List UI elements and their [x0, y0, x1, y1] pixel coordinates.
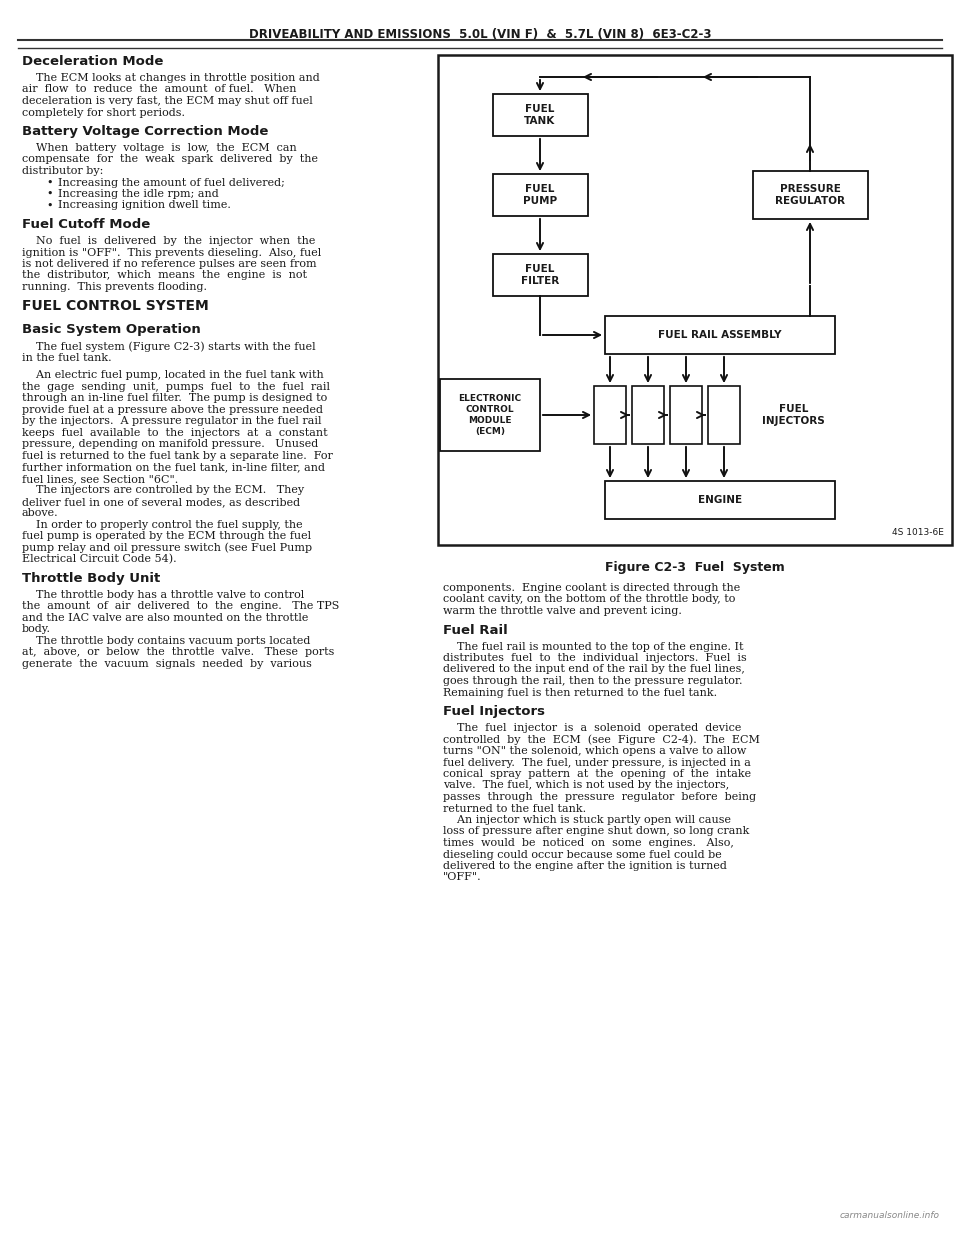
Text: delivered to the input end of the rail by the fuel lines,: delivered to the input end of the rail b…: [443, 665, 745, 675]
Text: Electrical Circuit Code 54).: Electrical Circuit Code 54).: [22, 554, 177, 565]
Text: FUEL
INJECTORS: FUEL INJECTORS: [762, 404, 825, 426]
Text: •: •: [47, 200, 53, 210]
Text: through an in-line fuel filter.  The pump is designed to: through an in-line fuel filter. The pump…: [22, 393, 327, 403]
Text: compensate  for  the  weak  spark  delivered  by  the: compensate for the weak spark delivered …: [22, 154, 318, 164]
FancyBboxPatch shape: [492, 255, 588, 295]
Text: by the injectors.  A pressure regulator in the fuel rail: by the injectors. A pressure regulator i…: [22, 417, 322, 426]
Text: warm the throttle valve and prevent icing.: warm the throttle valve and prevent icin…: [443, 606, 682, 616]
Text: carmanualsonline.info: carmanualsonline.info: [840, 1211, 940, 1220]
Text: fuel lines, see Section "6C".: fuel lines, see Section "6C".: [22, 473, 179, 483]
Text: distributor by:: distributor by:: [22, 166, 104, 176]
Text: loss of pressure after engine shut down, so long crank: loss of pressure after engine shut down,…: [443, 827, 750, 837]
Text: dieseling could occur because some fuel could be: dieseling could occur because some fuel …: [443, 849, 722, 859]
Text: Deceleration Mode: Deceleration Mode: [22, 54, 163, 68]
Text: Throttle Body Unit: Throttle Body Unit: [22, 572, 160, 585]
Text: Fuel Cutoff Mode: Fuel Cutoff Mode: [22, 218, 151, 231]
Text: completely for short periods.: completely for short periods.: [22, 108, 185, 117]
Text: FUEL
TANK: FUEL TANK: [524, 104, 556, 126]
Text: in the fuel tank.: in the fuel tank.: [22, 353, 111, 363]
FancyBboxPatch shape: [438, 54, 952, 545]
FancyBboxPatch shape: [492, 94, 588, 136]
FancyBboxPatch shape: [605, 481, 835, 519]
Text: body.: body.: [22, 624, 51, 634]
Text: When  battery  voltage  is  low,  the  ECM  can: When battery voltage is low, the ECM can: [22, 143, 297, 153]
Text: •: •: [47, 178, 53, 188]
FancyBboxPatch shape: [594, 386, 626, 444]
Text: goes through the rail, then to the pressure regulator.: goes through the rail, then to the press…: [443, 676, 742, 686]
Text: •: •: [47, 189, 53, 199]
Text: ENGINE: ENGINE: [698, 494, 742, 506]
Text: An electric fuel pump, located in the fuel tank with: An electric fuel pump, located in the fu…: [22, 371, 324, 381]
Text: PRESSURE
REGULATOR: PRESSURE REGULATOR: [775, 184, 845, 206]
FancyBboxPatch shape: [708, 386, 740, 444]
Text: deceleration is very fast, the ECM may shut off fuel: deceleration is very fast, the ECM may s…: [22, 96, 313, 106]
Text: pump relay and oil pressure switch (see Fuel Pump: pump relay and oil pressure switch (see …: [22, 543, 312, 554]
Text: An injector which is stuck partly open will cause: An injector which is stuck partly open w…: [443, 815, 731, 824]
Text: the  gage  sending  unit,  pumps  fuel  to  the  fuel  rail: the gage sending unit, pumps fuel to the…: [22, 382, 330, 392]
Text: running.  This prevents flooding.: running. This prevents flooding.: [22, 282, 207, 292]
Text: Basic System Operation: Basic System Operation: [22, 324, 201, 336]
Text: "OFF".: "OFF".: [443, 873, 482, 883]
Text: FUEL
FILTER: FUEL FILTER: [521, 263, 559, 287]
Text: controlled  by  the  ECM  (see  Figure  C2-4).  The  ECM: controlled by the ECM (see Figure C2-4).…: [443, 734, 760, 745]
Text: The throttle body contains vacuum ports located: The throttle body contains vacuum ports …: [22, 635, 310, 645]
Text: deliver fuel in one of several modes, as described: deliver fuel in one of several modes, as…: [22, 497, 300, 507]
Text: delivered to the engine after the ignition is turned: delivered to the engine after the igniti…: [443, 861, 727, 871]
FancyBboxPatch shape: [492, 174, 588, 216]
Text: Fuel Injectors: Fuel Injectors: [443, 705, 545, 718]
Text: and the IAC valve are also mounted on the throttle: and the IAC valve are also mounted on th…: [22, 613, 308, 623]
Text: The throttle body has a throttle valve to control: The throttle body has a throttle valve t…: [22, 590, 304, 599]
Text: at,  above,  or  below  the  throttle  valve.   These  ports: at, above, or below the throttle valve. …: [22, 648, 334, 658]
FancyBboxPatch shape: [632, 386, 664, 444]
Text: The fuel rail is mounted to the top of the engine. It: The fuel rail is mounted to the top of t…: [443, 641, 743, 651]
Text: The  fuel  injector  is  a  solenoid  operated  device: The fuel injector is a solenoid operated…: [443, 723, 741, 733]
Text: turns "ON" the solenoid, which opens a valve to allow: turns "ON" the solenoid, which opens a v…: [443, 747, 746, 756]
Text: above.: above.: [22, 508, 59, 518]
FancyBboxPatch shape: [670, 386, 702, 444]
Text: the  amount  of  air  delivered  to  the  engine.   The TPS: the amount of air delivered to the engin…: [22, 601, 340, 612]
Text: The injectors are controlled by the ECM.   They: The injectors are controlled by the ECM.…: [22, 486, 304, 496]
Text: Increasing the amount of fuel delivered;: Increasing the amount of fuel delivered;: [58, 178, 285, 188]
Text: The ECM looks at changes in throttle position and: The ECM looks at changes in throttle pos…: [22, 73, 320, 83]
Text: conical  spray  pattern  at  the  opening  of  the  intake: conical spray pattern at the opening of …: [443, 769, 751, 779]
Text: air  flow  to  reduce  the  amount  of fuel.   When: air flow to reduce the amount of fuel. W…: [22, 84, 297, 94]
Text: generate  the  vacuum  signals  needed  by  various: generate the vacuum signals needed by va…: [22, 659, 312, 669]
Text: the  distributor,  which  means  the  engine  is  not: the distributor, which means the engine …: [22, 271, 307, 281]
Text: No  fuel  is  delivered  by  the  injector  when  the: No fuel is delivered by the injector whe…: [22, 236, 316, 246]
Text: pressure, depending on manifold pressure.   Unused: pressure, depending on manifold pressure…: [22, 439, 319, 449]
Text: returned to the fuel tank.: returned to the fuel tank.: [443, 803, 587, 813]
Text: further information on the fuel tank, in-line filter, and: further information on the fuel tank, in…: [22, 462, 325, 472]
Text: FUEL
PUMP: FUEL PUMP: [523, 184, 557, 206]
Text: Remaining fuel is then returned to the fuel tank.: Remaining fuel is then returned to the f…: [443, 687, 717, 697]
Text: In order to properly control the fuel supply, the: In order to properly control the fuel su…: [22, 520, 302, 530]
Text: DRIVEABILITY AND EMISSIONS  5.0L (VIN F)  &  5.7L (VIN 8)  6E3-C2-3: DRIVEABILITY AND EMISSIONS 5.0L (VIN F) …: [249, 28, 711, 41]
Text: times  would  be  noticed  on  some  engines.   Also,: times would be noticed on some engines. …: [443, 838, 733, 848]
Text: distributes  fuel  to  the  individual  injectors.  Fuel  is: distributes fuel to the individual injec…: [443, 653, 747, 662]
Text: Battery Voltage Correction Mode: Battery Voltage Correction Mode: [22, 125, 269, 138]
Text: coolant cavity, on the bottom of the throttle body, to: coolant cavity, on the bottom of the thr…: [443, 595, 735, 604]
Text: The fuel system (Figure C2-3) starts with the fuel: The fuel system (Figure C2-3) starts wit…: [22, 341, 316, 352]
Text: Fuel Rail: Fuel Rail: [443, 623, 508, 637]
Text: provide fuel at a pressure above the pressure needed: provide fuel at a pressure above the pre…: [22, 404, 323, 415]
Text: Increasing the idle rpm; and: Increasing the idle rpm; and: [58, 189, 219, 199]
Text: ignition is "OFF".  This prevents dieseling.  Also, fuel: ignition is "OFF". This prevents dieseli…: [22, 247, 322, 257]
Text: 4S 1013-6E: 4S 1013-6E: [892, 528, 944, 536]
Text: Figure C2-3  Fuel  System: Figure C2-3 Fuel System: [605, 561, 785, 574]
FancyBboxPatch shape: [605, 316, 835, 353]
Text: passes  through  the  pressure  regulator  before  being: passes through the pressure regulator be…: [443, 792, 756, 802]
FancyBboxPatch shape: [753, 171, 868, 219]
Text: fuel pump is operated by the ECM through the fuel: fuel pump is operated by the ECM through…: [22, 531, 311, 541]
Text: components.  Engine coolant is directed through the: components. Engine coolant is directed t…: [443, 583, 740, 593]
Text: FUEL CONTROL SYSTEM: FUEL CONTROL SYSTEM: [22, 299, 208, 314]
Text: keeps  fuel  available  to  the  injectors  at  a  constant: keeps fuel available to the injectors at…: [22, 428, 327, 438]
Text: ELECTRONIC
CONTROL
MODULE
(ECM): ELECTRONIC CONTROL MODULE (ECM): [459, 394, 521, 436]
Text: is not delivered if no reference pulses are seen from: is not delivered if no reference pulses …: [22, 260, 317, 269]
Text: valve.  The fuel, which is not used by the injectors,: valve. The fuel, which is not used by th…: [443, 780, 730, 791]
Text: Increasing ignition dwell time.: Increasing ignition dwell time.: [58, 200, 230, 210]
FancyBboxPatch shape: [440, 379, 540, 451]
Text: fuel delivery.  The fuel, under pressure, is injected in a: fuel delivery. The fuel, under pressure,…: [443, 758, 751, 768]
Text: FUEL RAIL ASSEMBLY: FUEL RAIL ASSEMBLY: [659, 330, 781, 340]
Text: fuel is returned to the fuel tank by a separate line.  For: fuel is returned to the fuel tank by a s…: [22, 451, 333, 461]
